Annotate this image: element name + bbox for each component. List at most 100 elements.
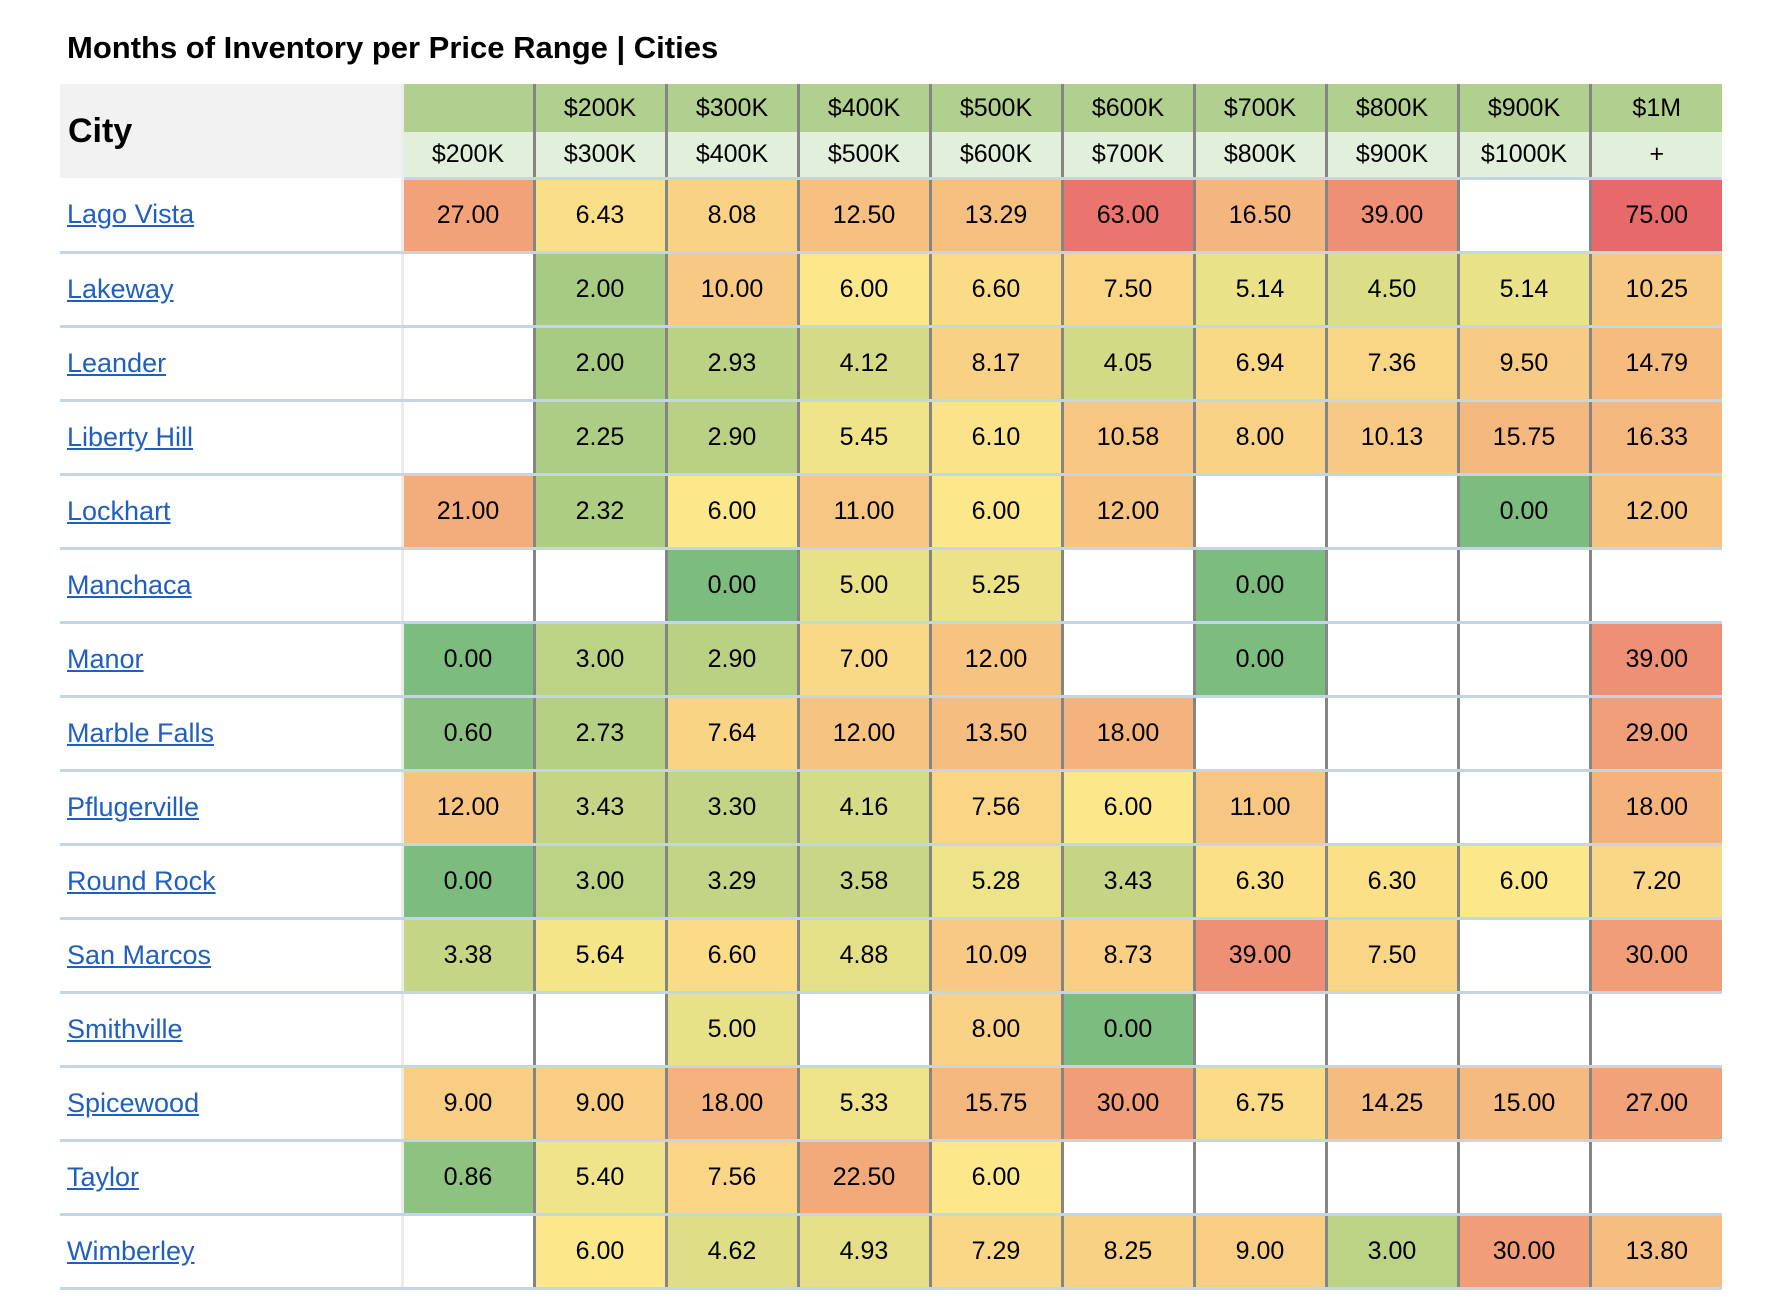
heatmap-cell [1192, 1140, 1326, 1216]
heatmap-cell [1324, 548, 1458, 624]
heatmap-cell: 6.00 [928, 1140, 1062, 1216]
city-link[interactable]: Leander [67, 347, 167, 378]
heatmap-cell: 6.00 [532, 1214, 666, 1290]
heatmap-cell: 10.00 [664, 252, 798, 328]
city-cell[interactable]: Manchaca [60, 548, 404, 624]
heatmap-cell: 75.00 [1588, 178, 1722, 254]
heatmap-cell: 9.00 [402, 1066, 534, 1142]
heatmap-cell: 3.43 [532, 770, 666, 846]
heatmap-cell [1060, 1140, 1194, 1216]
heatmap-cell: 6.60 [928, 252, 1062, 328]
heatmap-cell: 4.62 [664, 1214, 798, 1290]
heatmap-cell: 7.20 [1588, 844, 1722, 920]
city-link[interactable]: Smithville [67, 1013, 183, 1044]
heatmap-cell: 7.00 [796, 622, 930, 698]
city-link[interactable]: San Marcos [67, 939, 212, 970]
heatmap-cell: 13.50 [928, 696, 1062, 772]
table-row: Manor 0.00 3.00 2.90 7.00 12.00 0.00 39.00 [60, 622, 1722, 698]
city-link[interactable]: Lago Vista [67, 198, 195, 229]
heatmap-cell [1456, 992, 1590, 1068]
heatmap-cell: 4.16 [796, 770, 930, 846]
heatmap-cell: 8.25 [1060, 1214, 1194, 1290]
city-cell[interactable]: Taylor [60, 1140, 404, 1216]
heatmap-cell: 12.00 [402, 770, 534, 846]
heatmap-cell [1192, 992, 1326, 1068]
city-cell[interactable]: Leander [60, 326, 404, 402]
city-link[interactable]: Round Rock [67, 865, 216, 896]
heatmap-cell: 5.40 [532, 1140, 666, 1216]
heatmap-cell: 5.25 [928, 548, 1062, 624]
heatmap-cell: 2.25 [532, 400, 666, 476]
city-cell[interactable]: Spicewood [60, 1066, 404, 1142]
city-link[interactable]: Pflugerville [67, 791, 200, 822]
price-range-header-top: $600K [1060, 84, 1194, 132]
price-range-header-top: $900K [1456, 84, 1590, 132]
heatmap-cell: 5.64 [532, 918, 666, 994]
heatmap-cell [402, 400, 534, 476]
price-range-header-bottom: $700K [1060, 132, 1194, 180]
heatmap-cell: 7.56 [928, 770, 1062, 846]
heatmap-cell: 10.25 [1588, 252, 1722, 328]
heatmap-cell: 8.00 [1192, 400, 1326, 476]
heatmap-cell: 14.79 [1588, 326, 1722, 402]
heatmap-cell: 27.00 [1588, 1066, 1722, 1142]
heatmap-cell [532, 992, 666, 1068]
heatmap-cell: 6.30 [1192, 844, 1326, 920]
city-link[interactable]: Spicewood [67, 1087, 200, 1118]
city-link[interactable]: Manchaca [67, 569, 192, 600]
city-link[interactable]: Wimberley [67, 1235, 195, 1266]
table-row: Liberty Hill 2.25 2.90 5.45 6.10 10.58 8.00 10.… [60, 400, 1722, 476]
table-row: San Marcos 3.38 5.64 6.60 4.88 10.09 8.73 39.00… [60, 918, 1722, 994]
heatmap-cell: 8.00 [928, 992, 1062, 1068]
heatmap-cell: 3.43 [1060, 844, 1194, 920]
heatmap-cell: 3.29 [664, 844, 798, 920]
heatmap-cell: 6.30 [1324, 844, 1458, 920]
city-cell[interactable]: Pflugerville [60, 770, 404, 846]
city-cell[interactable]: Liberty Hill [60, 400, 404, 476]
city-cell[interactable]: Lockhart [60, 474, 404, 550]
heatmap-cell: 7.36 [1324, 326, 1458, 402]
city-cell[interactable]: Lakeway [60, 252, 404, 328]
heatmap-cell: 2.00 [532, 326, 666, 402]
heatmap-cell: 39.00 [1588, 622, 1722, 698]
heatmap-cell: 2.93 [664, 326, 798, 402]
heatmap-cell: 9.00 [532, 1066, 666, 1142]
price-range-header-top: $300K [664, 84, 798, 132]
heatmap-cell: 11.00 [1192, 770, 1326, 846]
price-range-header-top [402, 84, 534, 132]
heatmap-cell [1324, 622, 1458, 698]
heatmap-cell: 0.00 [1192, 548, 1326, 624]
heatmap-cell: 0.00 [402, 622, 534, 698]
price-range-header-bottom: $200K [402, 132, 534, 180]
price-range-header-bottom: $500K [796, 132, 930, 180]
city-cell[interactable]: Smithville [60, 992, 404, 1068]
city-cell[interactable]: San Marcos [60, 918, 404, 994]
city-link[interactable]: Lockhart [67, 495, 171, 526]
price-range-header-bottom: $400K [664, 132, 798, 180]
heatmap-cell [1588, 992, 1722, 1068]
heatmap-cell: 4.88 [796, 918, 930, 994]
heatmap-cell: 29.00 [1588, 696, 1722, 772]
heatmap-cell: 5.14 [1456, 252, 1590, 328]
city-cell[interactable]: Round Rock [60, 844, 404, 920]
table-row: Taylor 0.86 5.40 7.56 22.50 6.00 [60, 1140, 1722, 1216]
heatmap-cell: 16.50 [1192, 178, 1326, 254]
heatmap-cell: 0.00 [1060, 992, 1194, 1068]
city-cell[interactable]: Manor [60, 622, 404, 698]
city-cell[interactable]: Wimberley [60, 1214, 404, 1290]
city-link[interactable]: Lakeway [67, 273, 174, 304]
price-range-header-top: $200K [532, 84, 666, 132]
heatmap-cell: 2.32 [532, 474, 666, 550]
city-cell[interactable]: Lago Vista [60, 178, 404, 254]
heatmap-cell [1456, 548, 1590, 624]
city-link[interactable]: Manor [67, 643, 144, 674]
city-link[interactable]: Liberty Hill [67, 421, 194, 452]
heatmap-cell [1324, 474, 1458, 550]
heatmap-cell: 5.28 [928, 844, 1062, 920]
table-row: Lago Vista 27.00 6.43 8.08 12.50 13.29 63.00 16… [60, 178, 1722, 254]
city-cell[interactable]: Marble Falls [60, 696, 404, 772]
city-link[interactable]: Marble Falls [67, 717, 215, 748]
heatmap-cell: 12.00 [928, 622, 1062, 698]
heatmap-cell [796, 992, 930, 1068]
city-link[interactable]: Taylor [67, 1161, 140, 1192]
